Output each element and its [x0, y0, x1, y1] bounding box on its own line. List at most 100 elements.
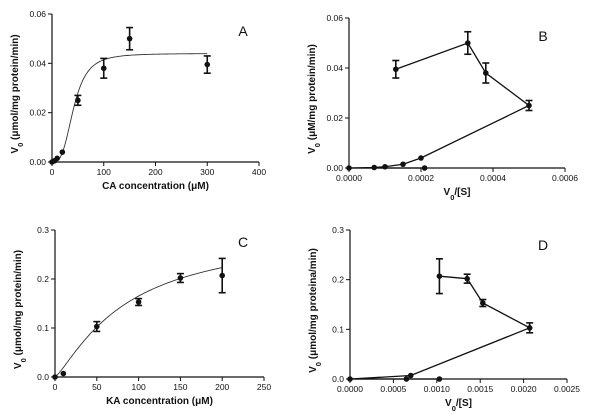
- data-point: [347, 376, 353, 382]
- x-tick-label: 0.0025: [554, 384, 580, 394]
- x-axis-label: KA concentration (μM): [106, 396, 213, 407]
- x-axis-label-rest: /[S]: [456, 398, 472, 409]
- data-point: [219, 272, 225, 279]
- panel-letter: D: [538, 237, 548, 253]
- data-point: [403, 376, 410, 382]
- y-tick-label: 0.00: [29, 157, 46, 167]
- x-tick-label: 150: [173, 382, 187, 392]
- data-point: [483, 70, 489, 76]
- data-point: [526, 102, 532, 109]
- y-axis-label-rest: (μmol/mg protein/min): [10, 34, 21, 142]
- y-tick-label: 0.3: [37, 225, 49, 235]
- x-axis-label-sub: 0: [452, 404, 456, 413]
- data-point: [400, 161, 406, 168]
- y-axis-label-rest: (μmol/mg protein/min): [13, 250, 24, 358]
- data-point: [59, 149, 66, 155]
- y-tick-label: 0.0: [332, 374, 344, 384]
- panel-c: 0 50 100 150 200 250 0.0 0.1 0.2 0.3 KA concentrat…: [13, 225, 271, 407]
- panel-letter: A: [238, 23, 248, 39]
- y-tick-label: 0.2: [37, 274, 49, 284]
- data-point: [75, 97, 81, 104]
- x-tick-label: 0.0004: [480, 173, 506, 183]
- data-point: [54, 155, 60, 162]
- data-point: [421, 165, 428, 171]
- y-axis-label-main: V: [308, 366, 319, 373]
- x-tick-label: 200: [215, 382, 229, 392]
- y-axis-label-rest: (μmol/mg proteina/min): [308, 248, 319, 362]
- panel-a: 0 100 200 300 400 0.00 0.02 0.04 0.06 CA concentr…: [10, 9, 266, 192]
- x-axis-label-rest: /[S]: [454, 187, 470, 198]
- x-axis-label-main: V: [445, 398, 452, 409]
- x-axis-label: V0/[S]: [444, 187, 471, 202]
- data-point: [382, 163, 388, 170]
- y-tick-label: 0.00: [326, 163, 343, 173]
- data-point: [100, 65, 107, 72]
- x-tick-label: 200: [148, 167, 162, 177]
- x-tick-label: 300: [200, 167, 214, 177]
- series-line: [348, 42, 531, 169]
- x-tick-label: 0.0000: [336, 173, 362, 183]
- x-tick-label: 0.0005: [380, 384, 406, 394]
- x-tick-label: 0.0010: [424, 384, 450, 394]
- x-tick-label: 100: [132, 382, 146, 392]
- y-axis-label-rest: (μM/mg protein/min): [307, 44, 318, 143]
- y-axis-label: V0 (μmol/mg protein/min): [10, 34, 25, 153]
- y-tick-label: 0.1: [37, 323, 49, 333]
- x-axis-label: V0/[S]: [445, 398, 472, 413]
- data-point: [126, 35, 133, 42]
- data-point: [60, 370, 67, 377]
- data-point: [436, 273, 443, 279]
- fit-curve: [51, 53, 208, 163]
- x-tick-label: 0.0006: [552, 173, 578, 183]
- x-axis-label-main: V: [444, 187, 451, 198]
- y-tick-label: 0.04: [326, 63, 343, 73]
- y-axis-label-main: V: [10, 147, 21, 154]
- y-axis-label-sub: 0: [19, 358, 28, 362]
- panel-d: 0.0000 0.0005 0.0010 0.0015 0.0020 0.0025 0.0 0…: [308, 225, 580, 413]
- panel-letter: B: [538, 28, 547, 44]
- y-axis-label: V0 (μM/mg protein/min): [307, 44, 322, 154]
- x-tick-label: 0.0000: [337, 384, 363, 394]
- y-axis-label-main: V: [307, 147, 318, 154]
- y-tick-label: 0.3: [332, 225, 344, 235]
- x-tick-label: 0: [50, 167, 55, 177]
- data-point: [94, 323, 100, 330]
- x-tick-label: 250: [257, 382, 271, 392]
- x-tick-label: 0.0015: [467, 384, 493, 394]
- data-point: [418, 155, 424, 161]
- data-point: [177, 275, 184, 281]
- y-tick-label: 0.06: [29, 9, 46, 19]
- data-point: [407, 372, 414, 379]
- y-tick-label: 0.02: [326, 113, 343, 123]
- x-tick-label: 100: [97, 167, 111, 177]
- data-point: [204, 61, 211, 68]
- y-tick-label: 0.0: [37, 372, 49, 382]
- y-tick-label: 0.02: [29, 108, 46, 118]
- y-tick-label: 0.06: [326, 13, 343, 23]
- data-point: [436, 376, 443, 382]
- y-axis-label-sub: 0: [16, 143, 25, 147]
- data-point: [465, 40, 471, 46]
- x-tick-label: 0: [53, 382, 58, 392]
- data-point: [371, 164, 378, 171]
- data-point: [52, 374, 58, 380]
- x-tick-label: 0.0020: [511, 384, 537, 394]
- fit-curve: [54, 267, 223, 378]
- y-tick-label: 0.04: [29, 58, 46, 68]
- panel-b: 0.0000 0.0002 0.0004 0.0006 0.00 0.02 0.04 0.06…: [307, 13, 578, 202]
- data-point: [464, 275, 470, 282]
- x-axis-label-sub: 0: [450, 193, 454, 202]
- x-tick-label: 0.0002: [408, 173, 434, 183]
- y-axis-label-sub: 0: [313, 143, 322, 147]
- y-tick-label: 0.2: [332, 275, 344, 285]
- y-tick-label: 0.1: [332, 324, 344, 334]
- y-axis-label-main: V: [13, 362, 24, 369]
- data-point: [346, 165, 352, 171]
- y-axis-label-sub: 0: [314, 362, 323, 366]
- x-axis-label: CA concentration (μM): [102, 181, 209, 192]
- data-point: [135, 299, 142, 305]
- y-axis-label: V0 (μmol/mg proteina/min): [308, 248, 323, 373]
- data-point: [526, 325, 533, 331]
- x-tick-label: 50: [92, 382, 102, 392]
